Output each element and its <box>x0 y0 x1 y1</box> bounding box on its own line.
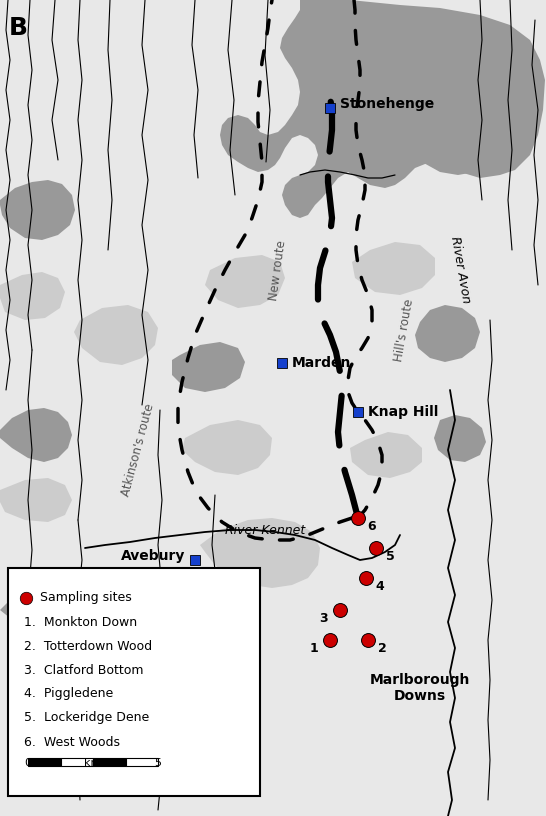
Text: Marden: Marden <box>292 356 352 370</box>
Text: 6: 6 <box>367 520 376 533</box>
Polygon shape <box>182 420 272 475</box>
Bar <box>28 758 61 766</box>
Polygon shape <box>352 242 435 295</box>
Text: 3.  Clatford Bottom: 3. Clatford Bottom <box>24 663 144 676</box>
Text: Atkinson's route: Atkinson's route <box>120 402 157 498</box>
Bar <box>93 758 126 766</box>
Polygon shape <box>0 478 72 522</box>
Text: New route: New route <box>268 239 289 301</box>
Text: 6.  West Woods: 6. West Woods <box>24 735 120 748</box>
Polygon shape <box>74 305 158 365</box>
Bar <box>61 758 93 766</box>
Text: 3: 3 <box>320 611 328 624</box>
Bar <box>8 568 260 796</box>
Polygon shape <box>350 432 422 478</box>
Text: 2.  Totterdown Wood: 2. Totterdown Wood <box>24 640 152 653</box>
Polygon shape <box>400 115 492 175</box>
Text: River Avon: River Avon <box>448 236 472 304</box>
Text: 4: 4 <box>376 579 384 592</box>
Text: 5: 5 <box>155 758 162 768</box>
Text: Sampling sites: Sampling sites <box>40 592 132 605</box>
Polygon shape <box>415 305 480 362</box>
Text: 2: 2 <box>378 641 387 654</box>
Text: Hill's route: Hill's route <box>392 298 416 362</box>
Text: Stonehenge: Stonehenge <box>340 97 434 111</box>
Text: River Kennet: River Kennet <box>225 524 305 536</box>
Text: 1.  Monkton Down: 1. Monkton Down <box>24 615 137 628</box>
Polygon shape <box>0 578 90 638</box>
Polygon shape <box>0 180 75 240</box>
Bar <box>126 758 158 766</box>
Text: 1: 1 <box>310 641 318 654</box>
Polygon shape <box>200 518 320 588</box>
Polygon shape <box>220 0 545 218</box>
Polygon shape <box>0 272 65 320</box>
Text: km: km <box>84 758 102 768</box>
Text: 5: 5 <box>385 549 394 562</box>
Polygon shape <box>172 342 245 392</box>
Text: 4.  Piggledene: 4. Piggledene <box>24 688 113 700</box>
Text: 5.  Lockeridge Dene: 5. Lockeridge Dene <box>24 712 149 725</box>
Text: Knap Hill: Knap Hill <box>368 405 438 419</box>
Text: 0: 0 <box>25 758 32 768</box>
Text: Marlborough
Downs: Marlborough Downs <box>370 673 470 703</box>
Text: Avebury: Avebury <box>121 549 185 563</box>
Text: B: B <box>9 16 27 40</box>
Polygon shape <box>0 408 72 462</box>
Polygon shape <box>434 415 486 462</box>
Polygon shape <box>205 255 285 308</box>
